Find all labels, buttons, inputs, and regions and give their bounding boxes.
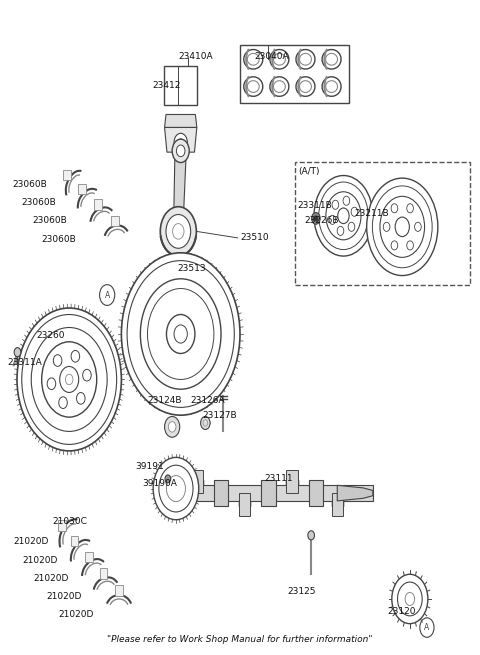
Text: 23226B: 23226B [304, 216, 338, 225]
Bar [192, 470, 203, 493]
Bar [261, 480, 276, 506]
Bar [164, 485, 373, 501]
Bar [100, 568, 108, 578]
Text: 23513: 23513 [178, 264, 206, 273]
Circle shape [76, 392, 85, 404]
Text: A: A [424, 623, 430, 632]
Bar [63, 170, 71, 180]
Bar [78, 184, 86, 194]
Text: 23125: 23125 [288, 587, 316, 595]
Text: 23260: 23260 [36, 331, 64, 340]
Text: "Please refer to Work Shop Manual for further information": "Please refer to Work Shop Manual for fu… [107, 635, 373, 645]
Text: (A/T): (A/T) [298, 167, 319, 176]
Circle shape [174, 134, 187, 151]
Circle shape [308, 531, 314, 540]
Text: 21020D: 21020D [34, 574, 69, 583]
Text: 21020D: 21020D [47, 592, 82, 601]
Polygon shape [337, 485, 373, 501]
Circle shape [153, 457, 199, 519]
Bar [58, 520, 66, 531]
Text: 21020D: 21020D [13, 537, 48, 546]
Bar [309, 480, 323, 506]
Bar [239, 493, 251, 517]
Circle shape [312, 213, 320, 224]
Text: 39191: 39191 [136, 462, 164, 471]
Circle shape [71, 350, 80, 362]
Circle shape [173, 223, 184, 239]
Text: 23120: 23120 [387, 607, 416, 616]
Text: 23127B: 23127B [202, 411, 237, 421]
Text: 21020D: 21020D [23, 555, 58, 565]
Text: 23412: 23412 [152, 81, 180, 90]
Bar [287, 470, 298, 493]
Text: 23060B: 23060B [22, 198, 57, 207]
Polygon shape [174, 149, 186, 225]
Polygon shape [165, 115, 197, 128]
Bar [111, 216, 119, 227]
Bar [214, 480, 228, 506]
Text: 23211B: 23211B [354, 209, 388, 217]
Bar [95, 199, 102, 210]
Circle shape [314, 215, 318, 221]
Text: 21020D: 21020D [59, 610, 94, 619]
Bar [164, 66, 197, 105]
Circle shape [165, 475, 171, 483]
Text: 23111: 23111 [264, 474, 293, 483]
Bar [71, 536, 78, 546]
Text: 23060B: 23060B [32, 217, 67, 225]
Text: 23060B: 23060B [42, 234, 76, 244]
Circle shape [121, 253, 240, 415]
Bar [240, 45, 349, 103]
Bar [332, 493, 343, 517]
Bar [295, 162, 470, 286]
Text: 23124B: 23124B [147, 396, 182, 405]
Text: 23410A: 23410A [179, 52, 213, 60]
Polygon shape [165, 128, 197, 152]
Circle shape [177, 145, 185, 157]
Circle shape [160, 207, 196, 256]
Circle shape [367, 178, 438, 276]
Circle shape [168, 422, 176, 432]
Text: A: A [105, 291, 110, 299]
Circle shape [165, 417, 180, 438]
Text: 23060B: 23060B [12, 180, 47, 189]
Circle shape [83, 369, 91, 381]
Text: 21030C: 21030C [53, 517, 87, 525]
Circle shape [172, 139, 189, 162]
Circle shape [392, 574, 428, 624]
Circle shape [314, 176, 373, 256]
Circle shape [17, 308, 121, 451]
Text: 23126A: 23126A [190, 396, 225, 405]
Circle shape [59, 397, 67, 409]
Bar [164, 480, 179, 506]
Text: 23510: 23510 [240, 233, 269, 242]
Circle shape [201, 417, 210, 430]
Text: 39190A: 39190A [143, 479, 178, 488]
Text: 23040A: 23040A [254, 52, 289, 60]
Text: 23311B: 23311B [297, 201, 332, 210]
Bar [85, 552, 93, 562]
Circle shape [53, 355, 62, 366]
Circle shape [14, 348, 21, 357]
Circle shape [47, 378, 56, 390]
Bar [115, 586, 123, 595]
Circle shape [178, 138, 183, 146]
Circle shape [166, 214, 191, 248]
Text: 23311A: 23311A [8, 358, 42, 367]
